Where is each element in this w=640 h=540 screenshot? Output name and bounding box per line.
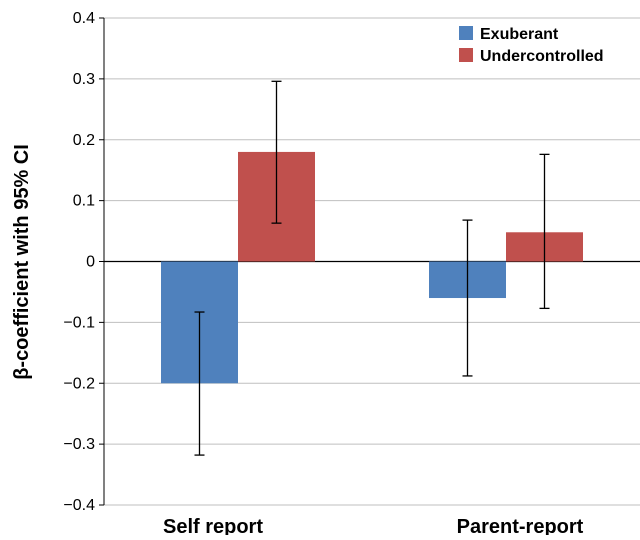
y-tick-label: 0.4 xyxy=(73,10,95,27)
legend-swatch xyxy=(459,26,473,40)
y-tick-label: −0.3 xyxy=(63,436,95,453)
y-tick-label: 0.3 xyxy=(73,71,95,88)
y-axis-title: β-coefficient with 95% CI xyxy=(11,144,33,380)
bars xyxy=(161,151,583,384)
y-tick-label: 0.1 xyxy=(73,193,95,210)
y-tick-label: −0.2 xyxy=(63,375,95,392)
legend: Exuberant Undercontrolled xyxy=(459,26,604,65)
x-category-label: Self report xyxy=(163,516,263,535)
y-tick-label: −0.1 xyxy=(63,314,95,331)
error-bars xyxy=(194,80,550,456)
legend-swatch xyxy=(459,48,473,62)
y-tick-labels: 0.4 0.3 0.2 0.1 0 −0.1 −0.2 −0.3 −0.4 xyxy=(63,10,95,514)
x-category-label: Parent-report xyxy=(457,516,584,535)
y-tick-label: 0.2 xyxy=(73,132,95,149)
x-category-labels: Self report Parent-report xyxy=(163,516,584,538)
y-tick-label: −0.4 xyxy=(63,497,95,514)
y-tick-label: 0 xyxy=(86,254,95,271)
legend-label: Undercontrolled xyxy=(480,48,604,65)
legend-label: Exuberant xyxy=(480,26,559,43)
